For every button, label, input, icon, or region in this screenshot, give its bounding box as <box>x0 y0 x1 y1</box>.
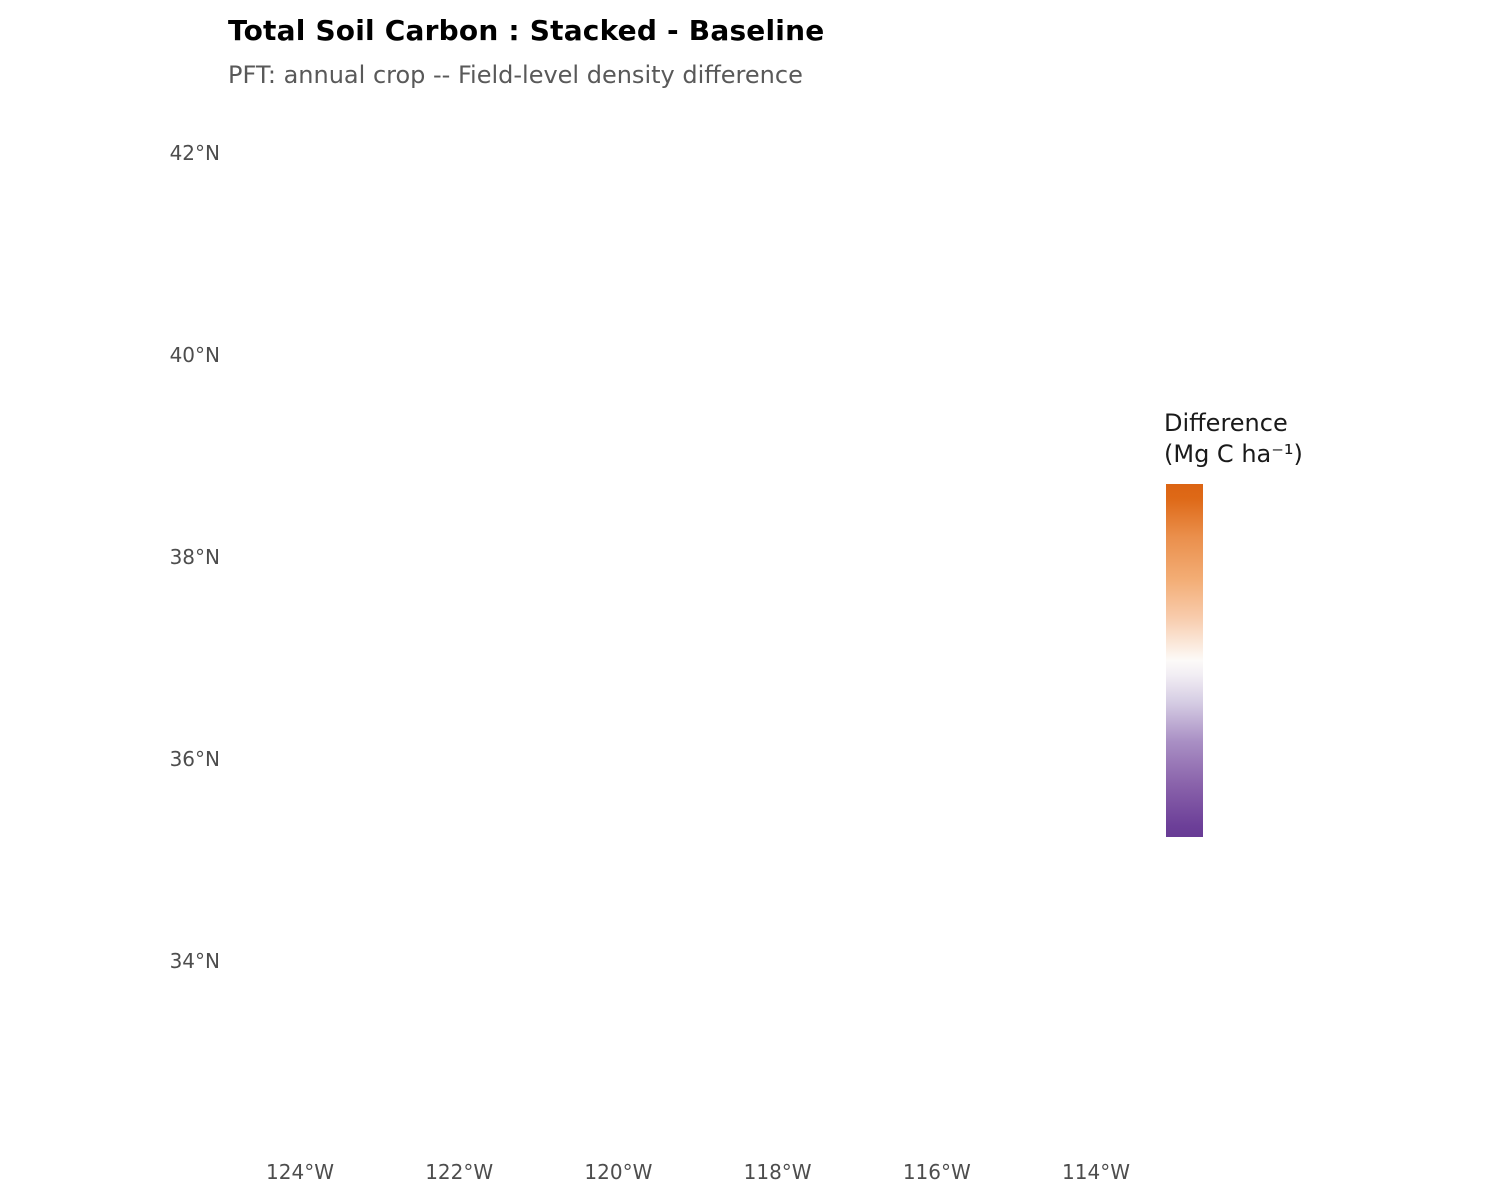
legend-colorbar <box>1166 484 1203 837</box>
legend-title: Difference (Mg C ha⁻¹) <box>1164 408 1394 470</box>
legend: Difference (Mg C ha⁻¹) <box>1164 408 1394 837</box>
x-tick-label: 116°W <box>902 1160 971 1184</box>
x-tick-label: 124°W <box>266 1160 334 1184</box>
plot-subtitle: PFT: annual crop -- Field-level density … <box>228 61 803 89</box>
y-tick-label: 34°N <box>169 949 220 973</box>
y-tick-label: 42°N <box>169 141 220 165</box>
x-tick-label: 114°W <box>1062 1160 1130 1184</box>
legend-title-line1: Difference <box>1164 409 1288 437</box>
y-tick-label: 40°N <box>169 343 220 367</box>
legend-title-line2: (Mg C ha⁻¹) <box>1164 440 1303 468</box>
x-tick-label: 122°W <box>425 1160 494 1184</box>
y-tick-label: 36°N <box>169 747 220 771</box>
x-tick-label: 118°W <box>743 1160 812 1184</box>
x-tick-label: 120°W <box>584 1160 653 1184</box>
plot-title: Total Soil Carbon : Stacked - Baseline <box>228 14 825 47</box>
y-tick-label: 38°N <box>169 545 220 569</box>
